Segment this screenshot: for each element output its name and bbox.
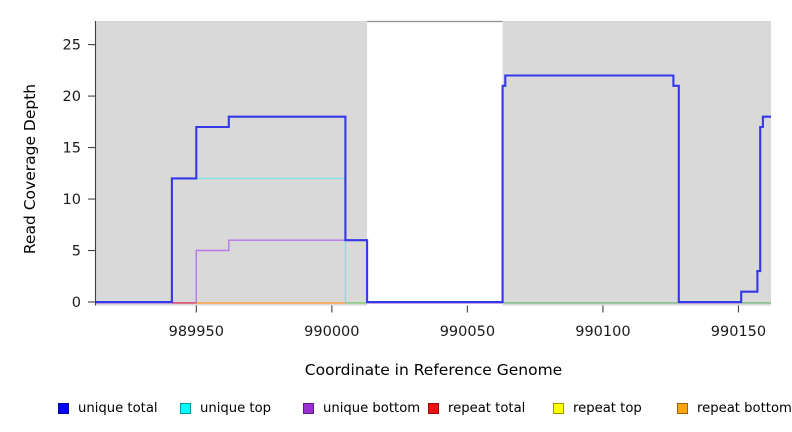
y-tick-label: 5 <box>72 244 81 260</box>
y-tick-label: 15 <box>63 141 81 157</box>
legend-item-unique-total: unique total <box>58 400 158 416</box>
legend-item-unique-bottom: unique bottom <box>303 400 420 416</box>
legend-swatch-unique-bottom <box>303 402 314 414</box>
legend-swatch-unique-total <box>58 402 69 414</box>
y-axis-label: Read Coverage Depth <box>21 83 39 255</box>
gap-region <box>367 21 503 306</box>
legend-label-unique-top: unique top <box>200 400 272 416</box>
legend-item-unique-top: unique top <box>180 400 271 416</box>
legend-label-repeat-total: repeat total <box>448 400 526 416</box>
legend-swatch-repeat-top <box>553 402 564 414</box>
legend-label-unique-bottom: unique bottom <box>323 400 421 416</box>
x-tick-label: 990150 <box>711 324 766 340</box>
y-tick-label: 0 <box>72 295 81 311</box>
x-tick-label: 989950 <box>169 324 224 340</box>
legend-swatch-unique-top <box>180 402 191 414</box>
legend-swatch-repeat-bottom <box>677 402 688 414</box>
x-tick-label: 990050 <box>440 324 495 340</box>
x-tick-label: 990100 <box>575 324 630 340</box>
legend-item-repeat-bottom: repeat bottom <box>677 400 792 416</box>
legend-swatch-repeat-total <box>428 402 439 414</box>
x-tick-label: 990000 <box>304 324 359 340</box>
coverage-chart-canvas: 0 5 10 15 20 25 989950 990000 990050 990100 990150 <box>63 20 771 340</box>
y-tick-label: 20 <box>63 89 81 105</box>
legend-label-repeat-bottom: repeat bottom <box>697 400 792 416</box>
legend-label-repeat-top: repeat top <box>573 400 642 416</box>
legend-item-repeat-top: repeat top <box>553 400 642 416</box>
series-line-unique-total <box>96 74 771 304</box>
x-axis-label: Coordinate in Reference Genome <box>304 361 563 379</box>
legend-item-repeat-total: repeat total <box>428 400 525 416</box>
legend-label-unique-total: unique total <box>78 400 158 416</box>
y-tick-label: 25 <box>63 38 81 54</box>
y-tick-label: 10 <box>63 192 81 208</box>
